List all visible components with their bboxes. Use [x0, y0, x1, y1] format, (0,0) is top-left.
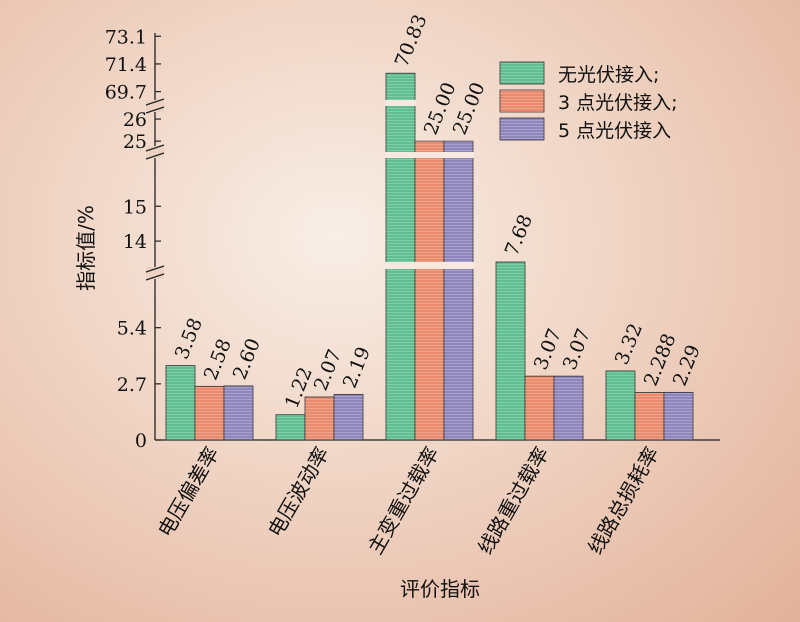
- bar-break-gap: [385, 262, 416, 269]
- bar-break-gap: [385, 152, 416, 158]
- axis-break-mark: [145, 273, 165, 281]
- y-tick-label: 14: [123, 231, 147, 253]
- y-tick-label: 26: [123, 109, 147, 131]
- bar-break-gap: [414, 262, 445, 269]
- value-label: 2.07: [310, 346, 346, 393]
- legend: 无光伏接入; 3 点光伏接入; 5 点光伏接入: [499, 61, 678, 142]
- bar-texture: [386, 73, 415, 441]
- y-tick-label: 71.4: [105, 54, 147, 76]
- legend-swatch-texture: [500, 90, 544, 112]
- bar-texture: [525, 376, 554, 440]
- value-label: 2.19: [339, 344, 375, 391]
- bar-texture: [334, 394, 363, 440]
- x-axis-title: 评价指标: [400, 577, 480, 601]
- bar-break-gap: [414, 152, 445, 158]
- bar-texture: [166, 365, 195, 440]
- bar-texture: [496, 262, 525, 440]
- value-label: 3.58: [171, 315, 207, 362]
- value-label: 3.07: [559, 326, 595, 373]
- bar-texture: [444, 141, 473, 440]
- x-tick-label: 主变重过载率: [363, 443, 444, 559]
- bar-texture: [305, 396, 334, 440]
- bar-texture: [415, 141, 444, 440]
- legend-swatch-texture: [500, 62, 544, 84]
- axis-break-mark: [145, 106, 165, 114]
- bar-texture: [224, 385, 253, 440]
- x-tick-label: 线路总损耗率: [583, 443, 664, 559]
- y-tick-label: 2.7: [117, 374, 147, 396]
- y-tick-label: 69.7: [105, 82, 147, 104]
- bar-texture: [276, 414, 305, 440]
- bar-texture: [554, 376, 583, 440]
- legend-swatch-texture: [500, 118, 544, 140]
- y-tick-label: 15: [123, 196, 147, 218]
- legend-label: 3 点光伏接入;: [558, 92, 678, 114]
- axis-break-mark: [145, 144, 165, 152]
- bar-break-gap: [443, 262, 474, 269]
- x-tick-label: 电压波动率: [263, 443, 334, 542]
- category-labels: 电压偏差率 电压波动率 主变重过载率 线路重过载率 线路总损耗率: [153, 443, 664, 559]
- bar-texture: [606, 370, 635, 440]
- bar-break-gap: [443, 152, 474, 158]
- axis-break-mark: [145, 98, 165, 106]
- value-label: 7.68: [501, 211, 537, 258]
- axis-break-mark: [145, 265, 165, 273]
- bar-texture: [635, 392, 664, 440]
- legend-label: 5 点光伏接入: [558, 120, 671, 142]
- value-label: 2.60: [229, 335, 265, 382]
- bar-break-gap: [385, 100, 416, 106]
- y-tick-label: 73.1: [105, 26, 147, 48]
- x-tick-label: 线路重过载率: [473, 443, 554, 559]
- y-tick-label: 0: [135, 430, 147, 452]
- y-tick-label: 5.4: [117, 318, 147, 340]
- bars: [165, 72, 694, 441]
- legend-label: 无光伏接入;: [558, 64, 659, 86]
- x-tick-label: 电压偏差率: [153, 443, 224, 542]
- value-label: 70.83: [391, 11, 432, 70]
- value-label: 3.32: [611, 320, 647, 367]
- y-tick-label: 25: [123, 131, 147, 153]
- bar-texture: [195, 386, 224, 440]
- bar-texture: [664, 392, 693, 440]
- y-axis-title: 指标值/%: [74, 205, 98, 291]
- axis-break-mark: [145, 152, 165, 160]
